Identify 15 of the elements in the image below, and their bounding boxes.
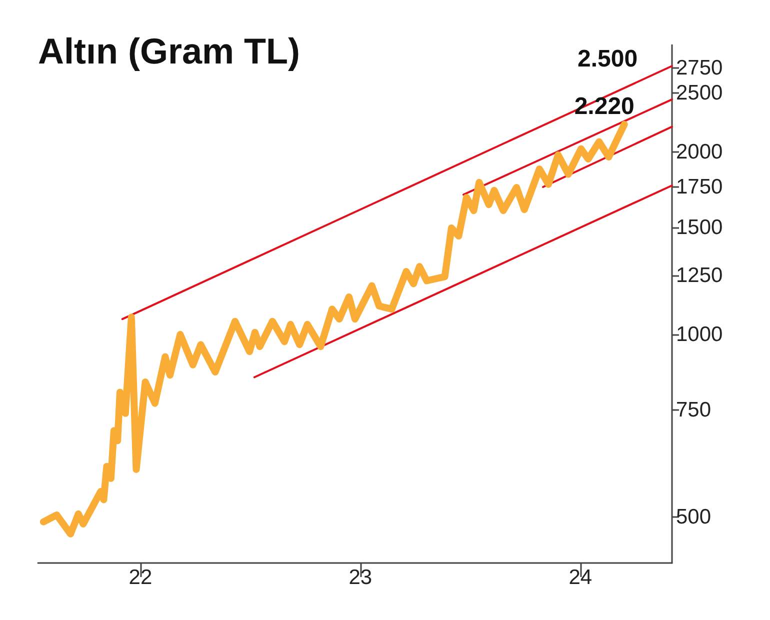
y-tick-label: 500 (676, 506, 712, 529)
y-tick-label: 1250 (676, 264, 723, 288)
y-tick-label: 2500 (676, 82, 723, 105)
y-tick-label: 1750 (676, 176, 723, 199)
y-tick-label: 2000 (676, 140, 723, 164)
annotation: 2.220 (574, 92, 634, 120)
x-tick-label: 22 (128, 566, 152, 589)
y-tick-label: 1000 (676, 322, 723, 346)
y-tick-label: 1500 (676, 216, 723, 240)
y-tick-label: 2750 (676, 56, 723, 80)
y-tick-label: 750 (676, 398, 712, 422)
annotation: 2.500 (577, 46, 638, 73)
chart-title: Altın (Gram TL) (38, 30, 300, 72)
x-tick-label: 24 (568, 566, 592, 589)
x-tick-label: 23 (348, 566, 372, 589)
